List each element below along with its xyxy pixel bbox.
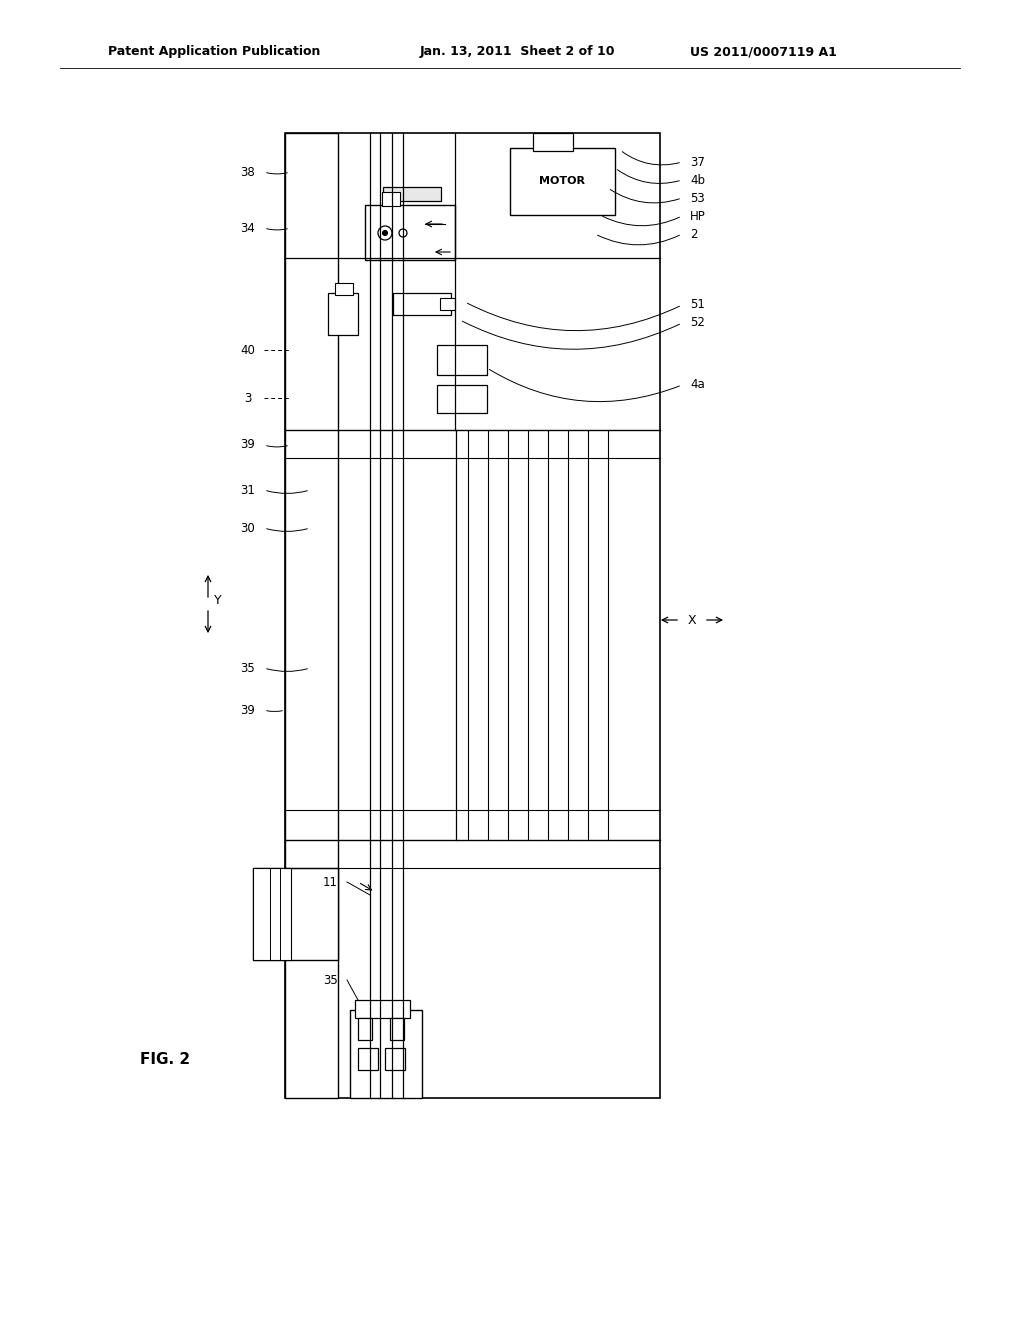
Text: Jan. 13, 2011  Sheet 2 of 10: Jan. 13, 2011 Sheet 2 of 10 [420, 45, 615, 58]
Text: 38: 38 [241, 165, 255, 178]
Bar [285, 133, 660, 1098]
Text: 39: 39 [241, 438, 255, 451]
Text: 35: 35 [241, 661, 255, 675]
Text: X: X [688, 614, 696, 627]
Text: Patent Application Publication: Patent Application Publication [108, 45, 321, 58]
Bar [383, 187, 441, 201]
Bar [358, 1048, 378, 1071]
Bar [510, 148, 615, 215]
Bar [382, 191, 400, 206]
Text: 2: 2 [690, 227, 697, 240]
Bar [437, 345, 487, 375]
Text: 30: 30 [241, 521, 255, 535]
Bar [358, 1018, 372, 1040]
Bar [390, 1018, 404, 1040]
Bar [534, 133, 573, 150]
Bar [253, 869, 338, 960]
Text: 3: 3 [245, 392, 252, 404]
Text: 40: 40 [241, 343, 255, 356]
Text: MOTOR: MOTOR [539, 176, 585, 186]
Bar [335, 282, 353, 294]
Bar [350, 1010, 422, 1098]
Text: 31: 31 [241, 483, 255, 496]
Bar [355, 1001, 410, 1018]
Text: Y: Y [214, 594, 222, 606]
Text: 4b: 4b [690, 173, 705, 186]
Bar [253, 869, 291, 960]
Bar [365, 205, 455, 260]
Text: 52: 52 [690, 317, 705, 330]
Bar [385, 1048, 406, 1071]
Bar [437, 385, 487, 413]
Circle shape [383, 231, 387, 235]
Text: US 2011/0007119 A1: US 2011/0007119 A1 [690, 45, 837, 58]
Text: HP: HP [690, 210, 706, 223]
Text: 4a: 4a [690, 379, 705, 392]
Text: 11: 11 [323, 875, 338, 888]
Text: 34: 34 [241, 222, 255, 235]
Text: 53: 53 [690, 191, 705, 205]
Bar [440, 298, 455, 310]
Bar [328, 293, 358, 335]
Text: FIG. 2: FIG. 2 [140, 1052, 190, 1068]
Text: 51: 51 [690, 298, 705, 312]
Text: 37: 37 [690, 156, 705, 169]
Bar [285, 133, 338, 1098]
Text: 39: 39 [241, 704, 255, 717]
Text: 35: 35 [324, 974, 338, 986]
Bar [393, 293, 451, 315]
